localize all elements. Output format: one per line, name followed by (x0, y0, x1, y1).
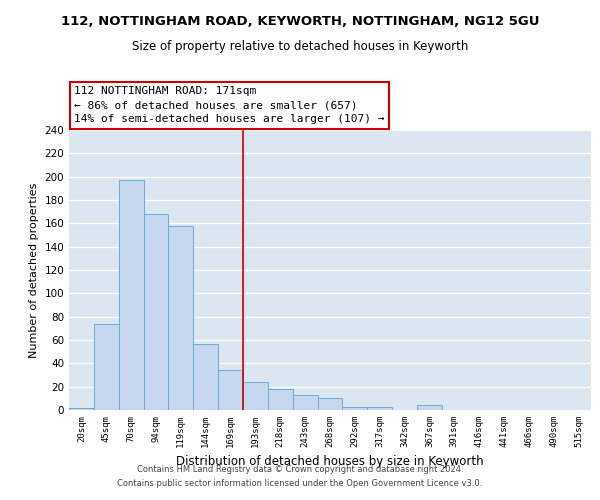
Bar (417, 406, 442, 410)
Bar (193, 344, 218, 410)
Bar (367, 406, 392, 410)
Y-axis label: Number of detached properties: Number of detached properties (29, 182, 39, 358)
Bar (218, 370, 243, 410)
Bar (243, 382, 268, 410)
Text: 112 NOTTINGHAM ROAD: 171sqm
← 86% of detached houses are smaller (657)
14% of se: 112 NOTTINGHAM ROAD: 171sqm ← 86% of det… (74, 86, 385, 124)
Bar (317, 398, 343, 410)
Bar (268, 389, 293, 410)
Bar (169, 226, 193, 410)
Text: Contains HM Land Registry data © Crown copyright and database right 2024.
Contai: Contains HM Land Registry data © Crown c… (118, 466, 482, 487)
Bar (119, 180, 143, 410)
Bar (343, 406, 367, 410)
Text: 112, NOTTINGHAM ROAD, KEYWORTH, NOTTINGHAM, NG12 5GU: 112, NOTTINGHAM ROAD, KEYWORTH, NOTTINGH… (61, 15, 539, 28)
Bar (94, 324, 119, 410)
Text: Size of property relative to detached houses in Keyworth: Size of property relative to detached ho… (132, 40, 468, 53)
Bar (69, 408, 94, 410)
X-axis label: Distribution of detached houses by size in Keyworth: Distribution of detached houses by size … (176, 456, 484, 468)
Bar (143, 214, 169, 410)
Bar (293, 395, 317, 410)
